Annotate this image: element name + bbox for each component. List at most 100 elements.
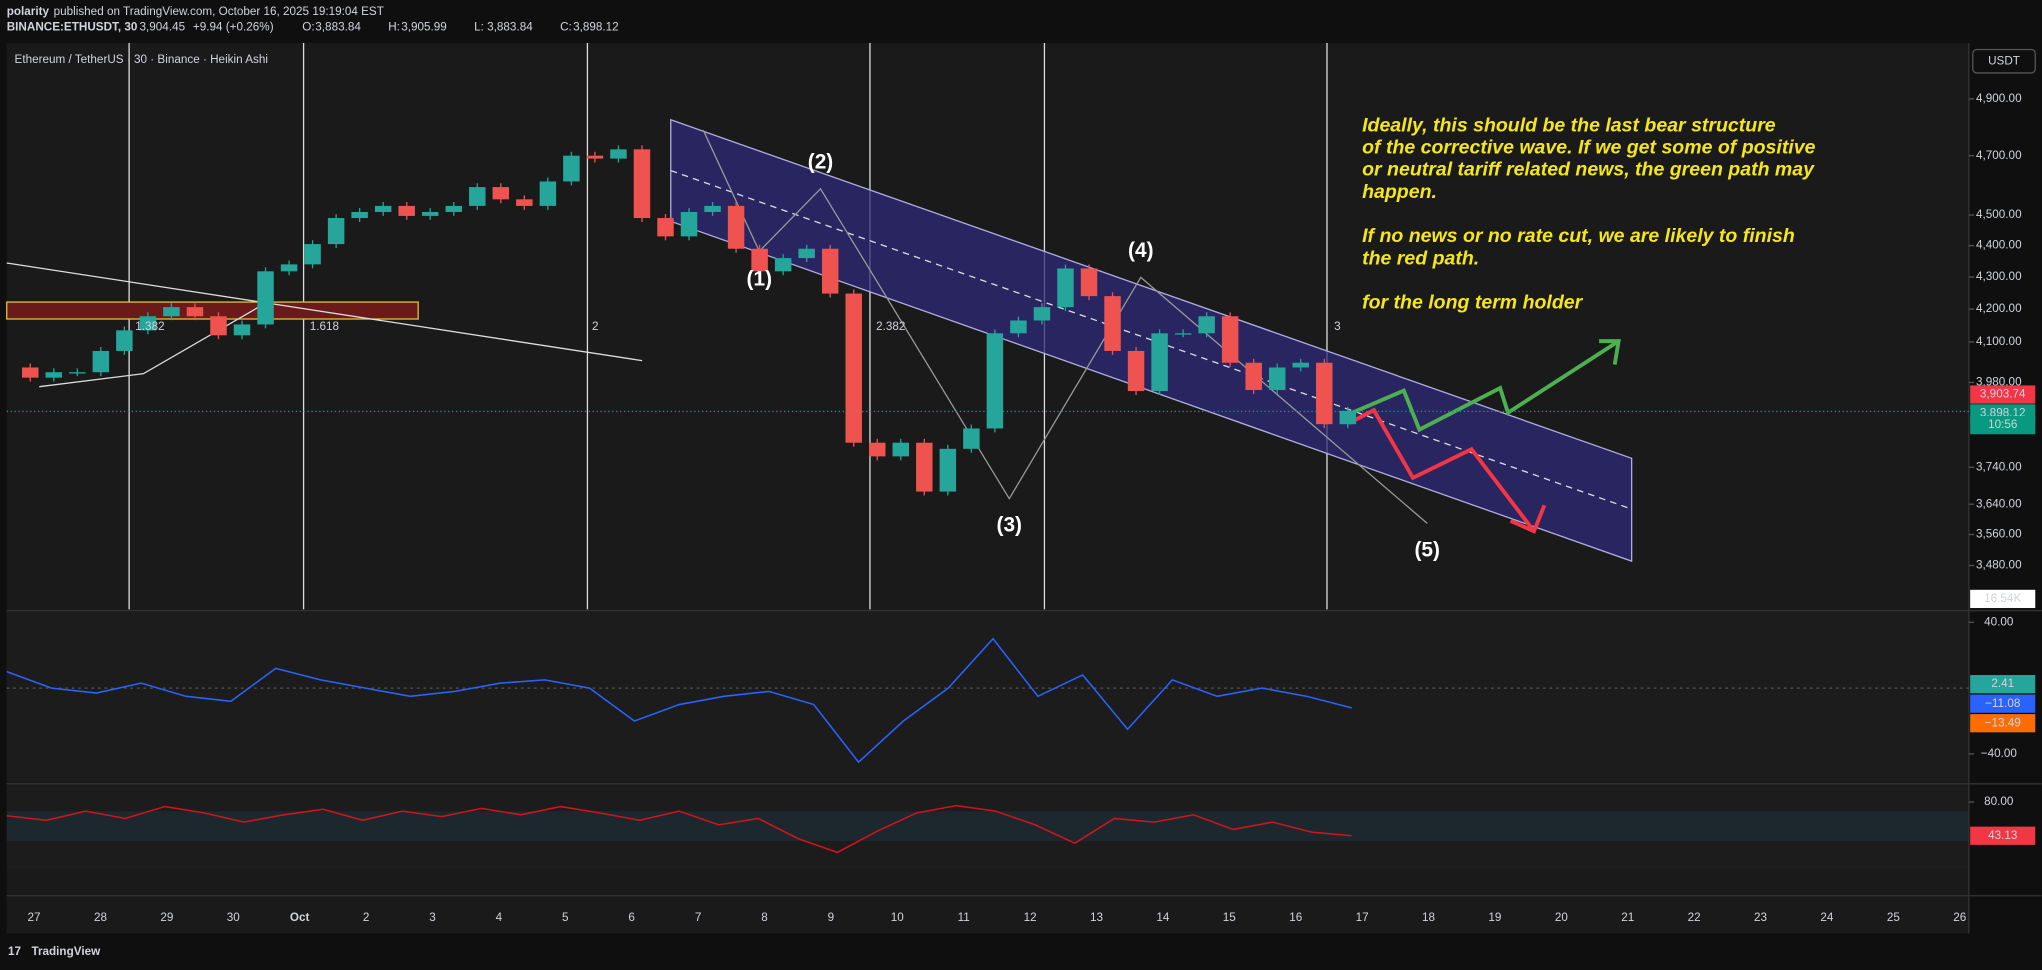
fib-label: 2.382 (876, 320, 905, 333)
candle (892, 442, 910, 457)
y-tick-label: 3,740.00 (1976, 460, 2022, 473)
candle (210, 316, 227, 336)
wave-label: (4) (1128, 239, 1153, 262)
x-tick-label: 23 (1754, 911, 1767, 924)
ohlc-value: 3,883.84 (315, 20, 361, 33)
candle (45, 372, 63, 378)
wave-path (702, 129, 1428, 524)
trendline (6, 262, 643, 362)
candle (1339, 410, 1357, 425)
x-tick-label: 27 (28, 911, 41, 924)
green-arrowhead (1599, 339, 1621, 365)
red-path (1348, 407, 1536, 533)
x-tick-label: 21 (1621, 911, 1634, 924)
y-tick-label: 80.00 (1984, 795, 2014, 808)
x-tick-label: 7 (695, 911, 702, 924)
x-tick-label: 5 (562, 911, 569, 924)
channel-midline (670, 169, 1632, 510)
x-tick-label: 26 (1953, 911, 1966, 924)
x-tick-label: 20 (1555, 911, 1569, 924)
fib-label: 1.618 (310, 320, 339, 333)
candle (680, 211, 698, 237)
y-tick-label: 4,100.00 (1976, 335, 2022, 348)
y-tick-label: 4,500.00 (1976, 208, 2022, 221)
candle (939, 448, 957, 492)
candle (233, 324, 251, 336)
ohlc-label: O: (302, 20, 314, 33)
candle (304, 244, 321, 265)
candle (492, 187, 510, 200)
candle (1127, 350, 1145, 392)
candle (116, 330, 133, 351)
candle (398, 205, 415, 216)
macd-pane (6, 611, 1969, 782)
x-tick-label: 15 (1223, 911, 1237, 924)
x-tick-label: 14 (1156, 911, 1170, 924)
candle (469, 187, 486, 206)
candle (916, 442, 933, 492)
candle (610, 149, 627, 159)
x-tick-label: 19 (1488, 911, 1501, 924)
ohlc-label: H: (388, 20, 400, 33)
candle (445, 205, 462, 212)
x-tick-label: 28 (94, 911, 107, 924)
candle (1033, 307, 1051, 321)
annotation: happen. (1362, 181, 1437, 203)
last-value: 43.13 (1988, 829, 2017, 842)
candle (516, 199, 533, 206)
candle (845, 293, 862, 443)
candle (421, 211, 439, 216)
candle (374, 205, 392, 212)
ohlc-label: L: (474, 20, 484, 33)
countdown-badge (1970, 416, 2036, 435)
x-tick-label: 11 (958, 911, 970, 924)
x-tick-label: Oct (290, 911, 310, 924)
candle (1080, 268, 1098, 297)
y-tick-label: −40.00 (1981, 747, 2018, 760)
y-tick-label: 3,480.00 (1976, 559, 2022, 572)
candle (1221, 316, 1239, 363)
candle (798, 248, 815, 259)
last-value: 2.41 (1991, 677, 2014, 690)
y-tick-label: 4,400.00 (1976, 239, 2022, 252)
currency-button[interactable] (1972, 48, 2036, 74)
candle (1292, 362, 1309, 368)
annotation: Ideally, this should be the last bear st… (1362, 114, 1776, 136)
wave-label: (2) (808, 150, 833, 173)
x-tick-label: 24 (1820, 911, 1834, 924)
candle (986, 333, 1004, 429)
y-tick-label: 4,700.00 (1976, 149, 2022, 162)
x-tick-label: 18 (1422, 911, 1435, 924)
annotation: for the long term holder (1362, 292, 1583, 314)
y-tick-label: 4,300.00 (1976, 270, 2022, 283)
candle (869, 442, 886, 457)
candle (1057, 268, 1074, 308)
candle (92, 350, 110, 373)
candle (633, 149, 651, 219)
price-label: 3,903.74 (1980, 388, 2026, 401)
candle (327, 218, 345, 245)
x-tick-label: 4 (496, 911, 503, 924)
candle (280, 264, 298, 272)
candle (963, 428, 980, 449)
fib-label: 2 (592, 320, 599, 333)
fib-label: 3 (1334, 320, 1341, 333)
symbol: BINANCE:ETHUSDT, 30 (7, 20, 138, 33)
y-tick-label: 3,560.00 (1976, 528, 2022, 541)
candle (139, 316, 157, 331)
price-label-badge (1970, 385, 2036, 404)
x-tick-label: 17 (1356, 911, 1369, 924)
volume-badge (1970, 589, 2036, 609)
last-value: −11.08 (1985, 697, 2020, 710)
candle (563, 155, 580, 182)
x-tick-label: 22 (1688, 911, 1701, 924)
x-tick-label: 10 (891, 911, 905, 924)
currency[interactable]: USDT (1988, 54, 2020, 67)
wave-label: (1) (747, 267, 772, 290)
candle (751, 248, 768, 272)
countdown: 10:56 (1988, 418, 2017, 431)
ohlc-value: 3,898.12 (573, 20, 619, 33)
rsi-pane (6, 786, 1969, 870)
x-tick-label: 16 (1289, 911, 1302, 924)
published: published on TradingView.com, October 16… (54, 5, 384, 18)
